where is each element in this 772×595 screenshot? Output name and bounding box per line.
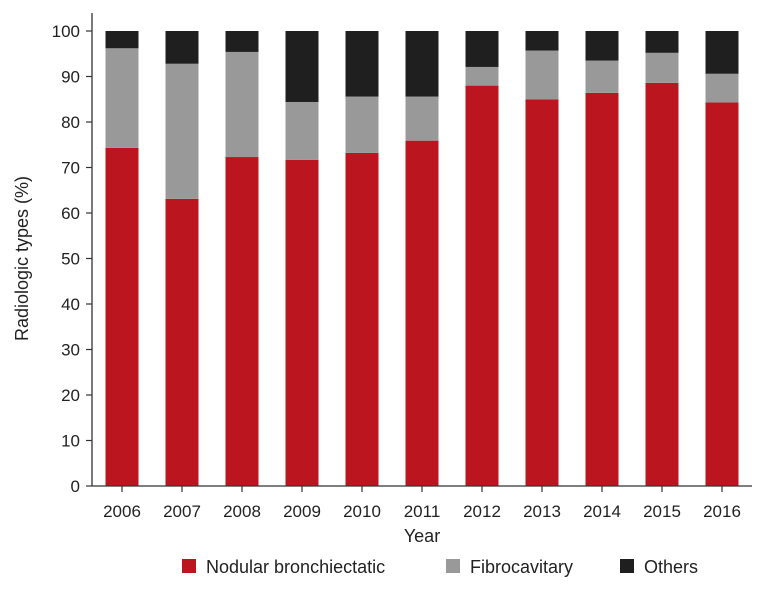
bar-2010-series-1 (345, 152, 379, 486)
bar-2015-series-2 (645, 52, 679, 83)
bar-2013-series-3 (525, 31, 559, 51)
bar-2014-series-3 (585, 31, 619, 61)
bar-2013-series-1 (525, 99, 559, 486)
bar-2007-series-1 (165, 198, 199, 486)
bar-2007-series-2 (165, 63, 199, 199)
bar-2009-series-2 (285, 101, 319, 160)
x-tick-label-2016: 2016 (703, 502, 741, 521)
x-tick-label-2011: 2011 (404, 502, 441, 521)
bar-2008-series-3 (225, 31, 259, 52)
bar-2014-series-1 (585, 92, 619, 486)
x-tick-label-2015: 2015 (643, 502, 681, 521)
bar-2012-series-1 (465, 85, 499, 486)
bar-2016-series-2 (705, 73, 739, 103)
legend-swatch-series-2 (446, 559, 460, 573)
x-tick-label-2007: 2007 (163, 502, 201, 521)
bar-2008-series-1 (225, 157, 259, 487)
y-tick-label-40: 40 (61, 295, 80, 314)
bar-2009-series-3 (285, 31, 319, 102)
bar-2011-series-3 (405, 31, 439, 97)
bar-2016-series-1 (705, 102, 739, 486)
bar-2012-series-3 (465, 31, 499, 67)
x-tick-label-2008: 2008 (223, 502, 261, 521)
bar-2006-series-1 (105, 147, 139, 486)
legend-label-series-3: Others (644, 557, 698, 577)
legend-swatch-series-1 (182, 559, 196, 573)
y-axis-title: Radiologic types (%) (12, 176, 32, 341)
x-tick-label-2006: 2006 (103, 502, 141, 521)
y-tick-label-50: 50 (61, 250, 80, 269)
bar-2009-series-1 (285, 159, 319, 486)
y-tick-label-0: 0 (71, 477, 80, 496)
y-tick-label-90: 90 (61, 68, 80, 87)
bar-2010-series-2 (345, 96, 379, 153)
bar-2015-series-1 (645, 82, 679, 487)
bar-2006-series-3 (105, 31, 139, 49)
bar-2015-series-3 (645, 31, 679, 53)
bar-2006-series-2 (105, 48, 139, 148)
y-tick-label-80: 80 (61, 113, 80, 132)
x-tick-label-2012: 2012 (463, 502, 501, 521)
x-tick-label-2014: 2014 (583, 502, 621, 521)
legend-label-series-2: Fibrocavitary (470, 557, 573, 577)
y-tick-label-30: 30 (61, 341, 80, 360)
bar-2011-series-1 (405, 140, 439, 486)
bar-2012-series-2 (465, 66, 499, 86)
x-ticks-group: 2006 2007 2008 2009 2010 2011 2012 2013 2014 2015… (103, 486, 741, 521)
y-tick-label-20: 20 (61, 386, 80, 405)
x-tick-label-2013: 2013 (523, 502, 561, 521)
bar-2011-series-2 (405, 96, 439, 141)
y-tick-label-10: 10 (61, 432, 80, 451)
legend: Nodular bronchiectatic Fibrocavitary Other… (182, 557, 698, 577)
bar-2010-series-3 (345, 31, 379, 97)
y-tick-label-60: 60 (61, 204, 80, 223)
y-ticks-group: 0 10 20 30 40 50 60 70 80 90 100 (52, 22, 92, 496)
legend-swatch-series-3 (620, 559, 634, 573)
bar-2016-series-3 (705, 31, 739, 74)
bar-2008-series-2 (225, 51, 259, 158)
bar-2013-series-2 (525, 50, 559, 100)
y-tick-label-100: 100 (52, 22, 80, 41)
x-tick-label-2009: 2009 (283, 502, 321, 521)
bar-2007-series-3 (165, 31, 199, 64)
x-axis-title: Year (404, 526, 440, 546)
y-tick-label-70: 70 (61, 159, 80, 178)
x-tick-label-2010: 2010 (343, 502, 381, 521)
legend-label-series-1: Nodular bronchiectatic (206, 557, 385, 577)
bars-group (105, 31, 739, 487)
bar-2014-series-2 (585, 60, 619, 93)
